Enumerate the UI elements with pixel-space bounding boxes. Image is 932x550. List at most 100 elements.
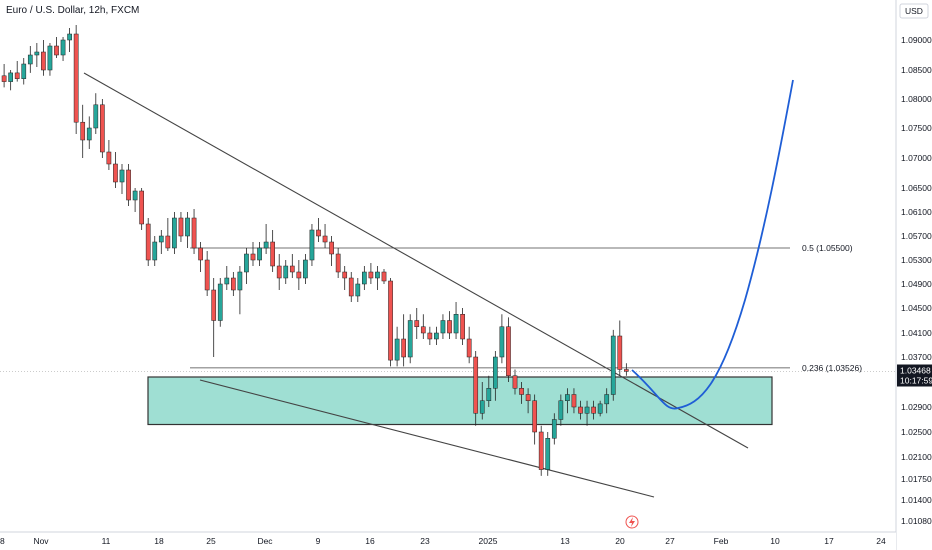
candle-down [473,356,479,414]
candle-up [597,403,603,414]
candle-up [493,356,498,389]
candle-up [610,335,616,395]
candle-down [401,338,406,358]
candle-down [289,265,295,273]
candle-down [329,241,334,255]
candle-up [565,394,570,401]
fib-level-label: 0.5 (1.05500) [802,243,853,253]
lower-trendline [199,379,655,498]
candle-up [86,127,92,141]
candle-down [165,235,171,249]
candle-up [93,104,99,129]
x-tick-label: 27 [665,536,675,546]
candle-down [342,271,348,279]
candle-up [172,217,177,249]
candle-down [348,277,354,297]
candle-up [434,332,439,340]
candle-up [257,247,262,261]
candle-down [250,253,256,261]
y-tick-label: 1.01080 [901,516,932,526]
x-tick-label: 25 [206,536,216,546]
x-tick-label: 20 [615,536,625,546]
candle-down [276,265,282,279]
candle-down [624,369,629,372]
candle-down [420,326,426,334]
candle-up [303,259,308,279]
candle-up [440,320,446,334]
candle-up [158,235,164,243]
candle-down [198,247,203,261]
x-tick-label: 23 [420,536,430,546]
y-tick-label: 1.01400 [901,495,932,505]
candle-down [191,217,197,249]
upper-trendline [83,72,749,449]
candle-up [60,39,66,56]
current-price-label: 1.03468 [900,366,931,376]
candle-down [414,320,420,327]
candle-down [506,326,511,376]
x-tick-label: Feb [714,536,729,546]
y-tick-label: 1.04100 [901,328,932,338]
candle-up [375,271,380,279]
candle-down [126,169,131,201]
x-tick-label: 10 [770,536,780,546]
candle-up [453,314,459,334]
candle-up [283,265,289,279]
candle-up [132,190,138,201]
current-price-box [897,364,932,387]
candle-up [21,63,27,79]
y-tick-label: 1.04900 [901,279,932,289]
candle-down [80,121,86,141]
x-tick-label: 17 [824,536,834,546]
candle-down [381,271,387,282]
candle-down [54,45,59,56]
x-tick-label: 18 [154,536,164,546]
x-tick-label: 2025 [479,536,498,546]
candle-up [584,406,590,414]
fib-level-label: 0.236 (1.03526) [802,363,862,373]
candle-down [368,271,374,279]
candle-down [204,259,210,291]
y-tick-label: 1.02100 [901,452,932,462]
candle-up [217,283,223,321]
candle-down [211,289,217,321]
x-tick-label: 11 [102,536,111,546]
x-tick-label: Dec [257,536,273,546]
candle-down [100,104,105,153]
candle-up [244,253,249,273]
candle-up [394,338,400,361]
candle-up [119,169,125,183]
candle-down [296,271,302,279]
candle-up [67,33,72,41]
candle-up [407,320,413,358]
candle-up [309,229,315,261]
chart-title: Euro / U.S. Dollar, 12h, FXCM [6,5,140,16]
candle-down [316,229,321,237]
currency-box [899,3,929,19]
candle-up [355,283,361,297]
candle-down [532,400,537,433]
candle-up [362,271,367,285]
candle-down [106,151,112,165]
candle-down [322,235,328,243]
candle-up [34,51,40,56]
y-tick-label: 1.06100 [901,207,932,217]
x-tick-label: 24 [876,536,886,546]
y-tick-label: 1.08500 [901,65,932,75]
candle-down [427,332,433,340]
x-tick-label: 13 [560,536,570,546]
candle-down [571,394,577,408]
candle-down [335,253,341,273]
y-tick-label: 1.01750 [901,474,932,484]
candle-down [617,335,623,370]
candle-up [27,54,33,65]
candle-down [113,163,118,183]
candle-up [47,45,53,71]
candle-up [8,72,13,82]
candle-down [73,33,79,123]
candle-down [591,406,596,414]
time-axis-panel [0,532,896,550]
y-tick-label: 1.07000 [901,153,932,163]
candle-up [263,241,269,249]
